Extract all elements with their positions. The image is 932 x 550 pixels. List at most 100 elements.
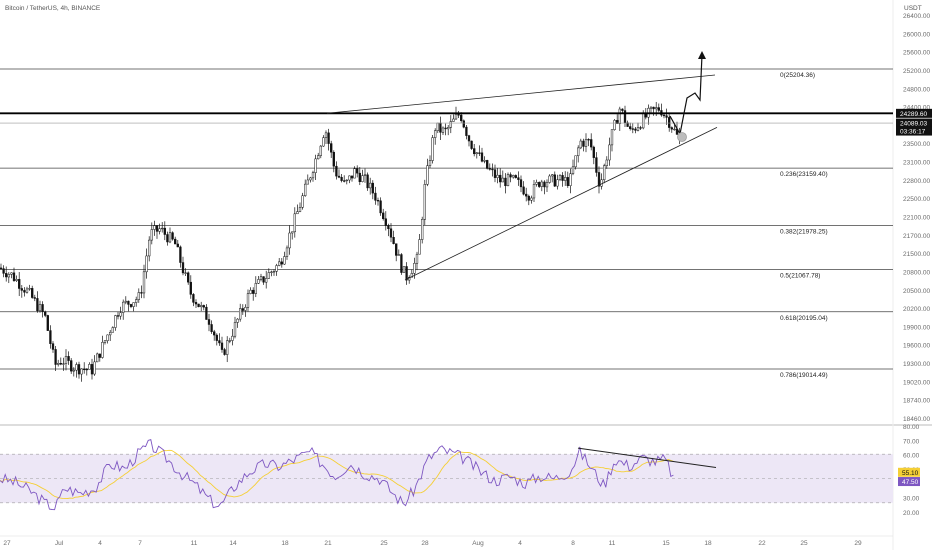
candle-up bbox=[532, 184, 536, 199]
candle-up bbox=[257, 279, 260, 284]
candle-up bbox=[124, 300, 127, 303]
candle-down bbox=[382, 212, 385, 219]
candle-up bbox=[579, 140, 582, 149]
candle-down bbox=[33, 297, 36, 299]
candle-down bbox=[460, 114, 463, 121]
candle-down bbox=[597, 172, 601, 187]
price-tick: 21700.00 bbox=[903, 233, 930, 240]
candle-up bbox=[540, 181, 543, 187]
time-tick: 11 bbox=[609, 540, 616, 547]
projection-path bbox=[669, 54, 703, 136]
candle-up bbox=[135, 299, 138, 303]
candle-down bbox=[337, 175, 341, 178]
candle-up bbox=[345, 179, 348, 182]
candle-down bbox=[205, 306, 208, 320]
time-tick: 4 bbox=[98, 540, 102, 547]
candle-up bbox=[317, 155, 320, 160]
candle-down bbox=[590, 139, 593, 148]
candle-up bbox=[301, 195, 304, 208]
candle-down bbox=[194, 302, 198, 305]
candle-up bbox=[132, 302, 135, 307]
candle-up bbox=[483, 160, 486, 162]
candle-down bbox=[330, 143, 333, 153]
candle-up bbox=[574, 155, 577, 168]
candle-down bbox=[634, 128, 637, 131]
candle-up bbox=[306, 179, 309, 185]
candle-down bbox=[616, 120, 619, 124]
candle-down bbox=[70, 360, 73, 372]
candle-down bbox=[493, 169, 497, 178]
candle-down bbox=[5, 273, 8, 278]
price-tick: 22100.00 bbox=[903, 215, 930, 222]
candle-up bbox=[270, 271, 273, 273]
candle-down bbox=[356, 168, 359, 174]
candle-up bbox=[501, 177, 504, 183]
candle-down bbox=[465, 126, 468, 136]
candle-down bbox=[174, 238, 177, 245]
candle-down bbox=[31, 288, 34, 298]
candle-up bbox=[111, 327, 114, 333]
candle-down bbox=[210, 324, 213, 332]
candle-up bbox=[577, 147, 580, 157]
candle-down bbox=[140, 292, 143, 294]
candle-up bbox=[311, 172, 315, 179]
rsi-divergence-line bbox=[577, 447, 717, 469]
candle-up bbox=[397, 254, 400, 256]
fib-label-2: 0.382(21978.25) bbox=[780, 228, 828, 235]
time-tick: 25 bbox=[380, 540, 388, 547]
candle-up bbox=[62, 363, 65, 365]
candle-up bbox=[353, 168, 356, 179]
candle-up bbox=[103, 340, 107, 343]
candle-up bbox=[25, 288, 29, 293]
candle-up bbox=[423, 184, 426, 220]
candle-up bbox=[322, 137, 325, 147]
candle-up bbox=[142, 271, 146, 294]
candle-down bbox=[670, 127, 673, 130]
candle-up bbox=[122, 301, 125, 313]
chart-header: Bitcoin / TetherUS, 4h, BINANCE bbox=[5, 5, 101, 12]
candle-down bbox=[514, 175, 517, 178]
rsi-tick: 70.00 bbox=[903, 438, 920, 445]
price-tick: 20200.00 bbox=[903, 306, 930, 313]
candle-down bbox=[395, 243, 398, 256]
candle-up bbox=[512, 175, 515, 178]
candle-down bbox=[517, 177, 520, 180]
candle-up bbox=[239, 308, 242, 320]
candle-down bbox=[202, 305, 205, 308]
candle-up bbox=[200, 305, 203, 308]
candle-up bbox=[64, 356, 68, 364]
candle-down bbox=[439, 122, 442, 133]
candle-up bbox=[413, 262, 416, 274]
candle-down bbox=[488, 168, 491, 170]
candle-up bbox=[72, 369, 75, 372]
currency-label: USDT bbox=[904, 5, 922, 12]
candle-up bbox=[293, 213, 296, 233]
price-tick: 26000.00 bbox=[903, 31, 930, 38]
price-tag-bg bbox=[896, 108, 932, 118]
candle-down bbox=[46, 315, 49, 331]
candle-up bbox=[226, 340, 229, 355]
candle-up bbox=[296, 211, 299, 215]
candle-down bbox=[340, 177, 343, 181]
candle-down bbox=[538, 182, 541, 187]
candle-down bbox=[400, 254, 403, 273]
candle-down bbox=[41, 304, 44, 312]
candle-down bbox=[20, 288, 23, 291]
candle-down bbox=[499, 174, 502, 183]
candle-down bbox=[623, 110, 627, 123]
candle-down bbox=[652, 106, 655, 110]
candle-up bbox=[454, 114, 458, 120]
candle-down bbox=[457, 114, 460, 116]
rsi-tick: 30.00 bbox=[903, 496, 920, 503]
candle-up bbox=[249, 289, 252, 294]
candle-up bbox=[119, 312, 122, 317]
candle-down bbox=[176, 243, 179, 248]
candle-down bbox=[657, 107, 660, 111]
candle-up bbox=[304, 183, 307, 196]
candle-up bbox=[231, 335, 234, 341]
candle-up bbox=[319, 145, 322, 156]
price-tick: 19900.00 bbox=[903, 324, 930, 331]
candle-up bbox=[114, 315, 117, 328]
candle-up bbox=[618, 108, 621, 124]
